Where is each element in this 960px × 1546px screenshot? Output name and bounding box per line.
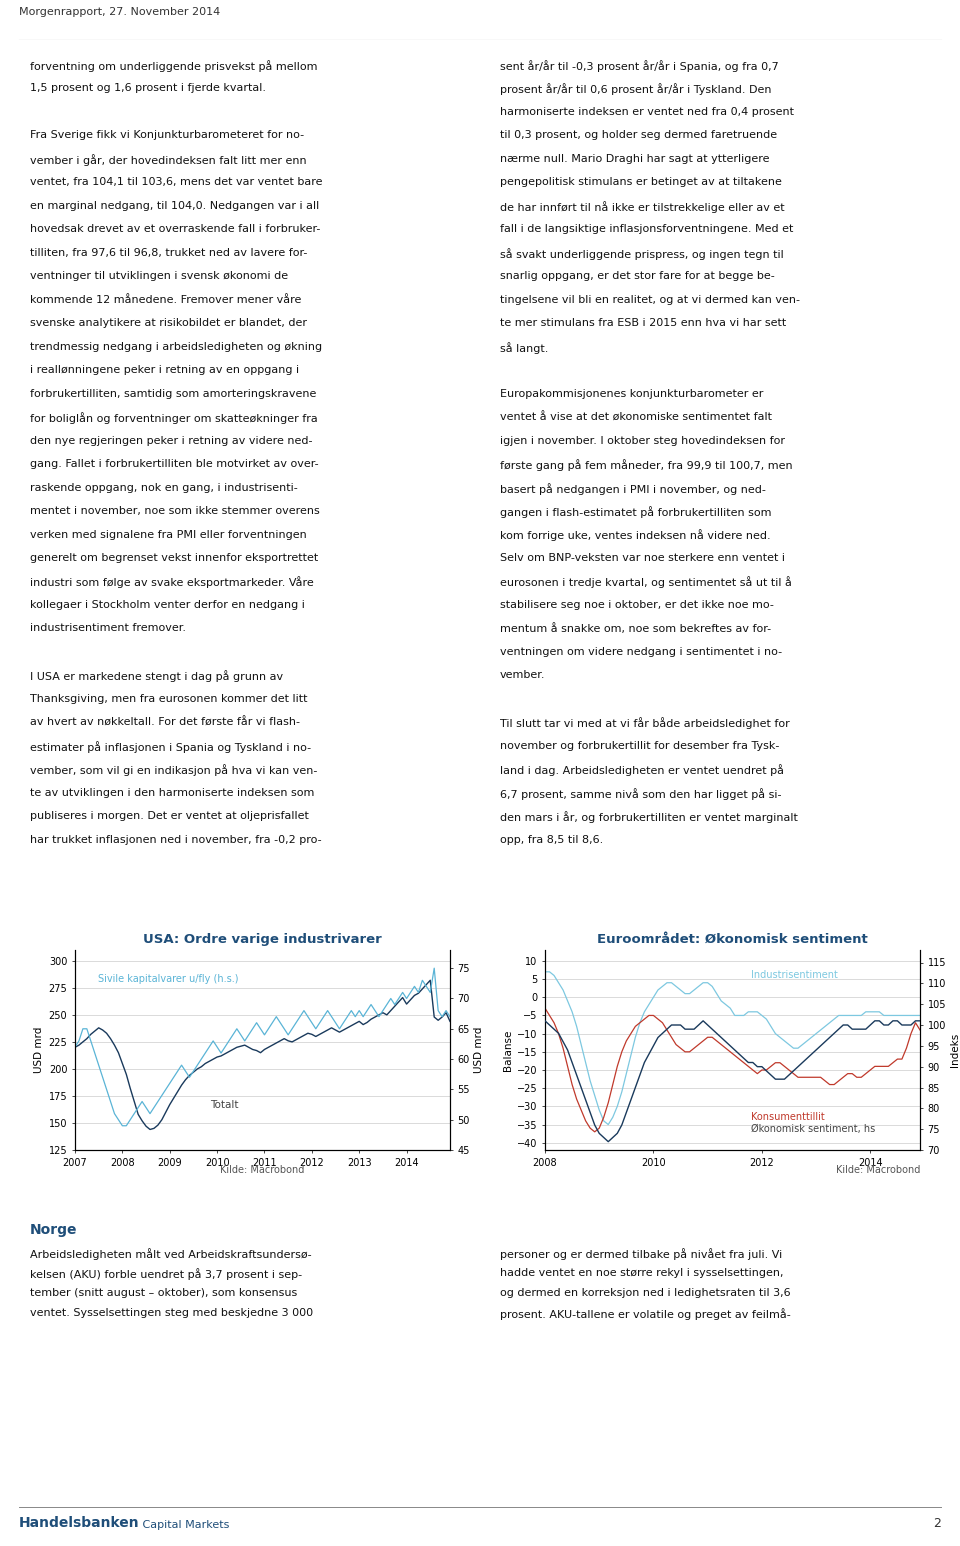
- Text: første gang på fem måneder, fra 99,9 til 100,7, men: første gang på fem måneder, fra 99,9 til…: [500, 459, 793, 472]
- Text: en marginal nedgang, til 104,0. Nedgangen var i all: en marginal nedgang, til 104,0. Nedgange…: [30, 201, 320, 210]
- Text: Arbeidsledigheten målt ved Arbeidskraftsundersø-: Arbeidsledigheten målt ved Arbeidskrafts…: [30, 1248, 312, 1260]
- Text: Kilde: Macrobond: Kilde: Macrobond: [220, 1166, 304, 1175]
- Text: ventet, fra 104,1 til 103,6, mens det var ventet bare: ventet, fra 104,1 til 103,6, mens det va…: [30, 178, 323, 187]
- Text: industrisentiment fremover.: industrisentiment fremover.: [30, 623, 186, 634]
- Text: Fra Sverige fikk vi Konjunkturbarometeret for no-: Fra Sverige fikk vi Konjunkturbarometere…: [30, 130, 304, 141]
- Text: Til slutt tar vi med at vi får både arbeidsledighet for: Til slutt tar vi med at vi får både arbe…: [500, 717, 790, 730]
- Text: ventet å vise at det økonomiske sentimentet falt: ventet å vise at det økonomiske sentimen…: [500, 413, 772, 422]
- Text: for boliglån og forventninger om skatteøkninger fra: for boliglån og forventninger om skatteø…: [30, 413, 318, 424]
- Text: Sivile kapitalvarer u/fly (h.s.): Sivile kapitalvarer u/fly (h.s.): [98, 974, 238, 983]
- Text: Morgenrapport, 27. November 2014: Morgenrapport, 27. November 2014: [19, 8, 221, 17]
- Text: kommende 12 månedene. Fremover mener våre: kommende 12 månedene. Fremover mener vår…: [30, 295, 301, 305]
- Text: tember (snitt august – oktober), som konsensus: tember (snitt august – oktober), som kon…: [30, 1288, 298, 1299]
- Text: opp, fra 8,5 til 8,6.: opp, fra 8,5 til 8,6.: [500, 835, 603, 844]
- Text: 2: 2: [933, 1517, 941, 1531]
- Text: estimater på inflasjonen i Spania og Tyskland i no-: estimater på inflasjonen i Spania og Tys…: [30, 741, 311, 753]
- Text: igjen i november. I oktober steg hovedindeksen for: igjen i november. I oktober steg hovedin…: [500, 436, 785, 445]
- Text: ventet. Sysselsettingen steg med beskjedne 3 000: ventet. Sysselsettingen steg med beskjed…: [30, 1308, 313, 1319]
- Title: Euroområdet: Økonomisk sentiment: Euroområdet: Økonomisk sentiment: [597, 934, 868, 946]
- Text: basert på nedgangen i PMI i november, og ned-: basert på nedgangen i PMI i november, og…: [500, 482, 766, 495]
- Text: kollegaer i Stockholm venter derfor en nedgang i: kollegaer i Stockholm venter derfor en n…: [30, 600, 305, 611]
- Text: prosent. AKU-tallene er volatile og preget av feilmå-: prosent. AKU-tallene er volatile og preg…: [500, 1308, 791, 1320]
- Text: kelsen (AKU) forble uendret på 3,7 prosent i sep-: kelsen (AKU) forble uendret på 3,7 prose…: [30, 1268, 302, 1280]
- Text: Thanksgiving, men fra eurosonen kommer det litt: Thanksgiving, men fra eurosonen kommer d…: [30, 694, 307, 703]
- Y-axis label: USD mrd: USD mrd: [474, 1027, 484, 1073]
- Text: forbrukertilliten, samtidig som amorteringskravene: forbrukertilliten, samtidig som amorteri…: [30, 388, 317, 399]
- Text: ventningen om videre nedgang i sentimentet i no-: ventningen om videre nedgang i sentiment…: [500, 646, 782, 657]
- Text: Capital Markets: Capital Markets: [139, 1520, 229, 1531]
- Text: så svakt underliggende prispress, og ingen tegn til: så svakt underliggende prispress, og ing…: [500, 247, 783, 260]
- Text: den mars i år, og forbrukertilliten er ventet marginalt: den mars i år, og forbrukertilliten er v…: [500, 812, 798, 822]
- Text: stabilisere seg noe i oktober, er det ikke noe mo-: stabilisere seg noe i oktober, er det ik…: [500, 600, 774, 611]
- Text: mentet i november, noe som ikke stemmer overens: mentet i november, noe som ikke stemmer …: [30, 506, 320, 516]
- Text: I USA er markedene stengt i dag på grunn av: I USA er markedene stengt i dag på grunn…: [30, 671, 283, 682]
- Text: vember.: vember.: [500, 671, 545, 680]
- Text: Handelsbanken: Handelsbanken: [19, 1517, 140, 1531]
- Text: av hvert av nøkkeltall. For det første får vi flash-: av hvert av nøkkeltall. For det første f…: [30, 717, 300, 728]
- Text: 1,5 prosent og 1,6 prosent i fjerde kvartal.: 1,5 prosent og 1,6 prosent i fjerde kvar…: [30, 83, 266, 93]
- Text: den nye regjeringen peker i retning av videre ned-: den nye regjeringen peker i retning av v…: [30, 436, 313, 445]
- Text: forventning om underliggende prisvekst på mellom: forventning om underliggende prisvekst p…: [30, 60, 318, 73]
- Text: generelt om begrenset vekst innenfor eksportrettet: generelt om begrenset vekst innenfor eks…: [30, 553, 319, 563]
- Text: kom forrige uke, ventes indeksen nå videre ned.: kom forrige uke, ventes indeksen nå vide…: [500, 530, 771, 541]
- Text: eurosonen i tredje kvartal, og sentimentet så ut til å: eurosonen i tredje kvartal, og sentiment…: [500, 577, 792, 589]
- Text: så langt.: så langt.: [500, 342, 548, 354]
- Text: og dermed en korreksjon ned i ledighetsraten til 3,6: og dermed en korreksjon ned i ledighetsr…: [500, 1288, 791, 1299]
- Text: gang. Fallet i forbrukertilliten ble motvirket av over-: gang. Fallet i forbrukertilliten ble mot…: [30, 459, 319, 468]
- Text: de har innført til nå ikke er tilstrekkelige eller av et: de har innført til nå ikke er tilstrekke…: [500, 201, 784, 213]
- Text: personer og er dermed tilbake på nivået fra juli. Vi: personer og er dermed tilbake på nivået …: [500, 1248, 782, 1260]
- Text: tingelsene vil bli en realitet, og at vi dermed kan ven-: tingelsene vil bli en realitet, og at vi…: [500, 295, 800, 305]
- Text: hadde ventet en noe større rekyl i sysselsettingen,: hadde ventet en noe større rekyl i sysse…: [500, 1268, 783, 1279]
- Text: tilliten, fra 97,6 til 96,8, trukket ned av lavere for-: tilliten, fra 97,6 til 96,8, trukket ned…: [30, 247, 307, 258]
- Text: Industrisentiment: Industrisentiment: [752, 969, 838, 980]
- Text: mentum å snakke om, noe som bekreftes av for-: mentum å snakke om, noe som bekreftes av…: [500, 623, 771, 634]
- Text: Norge: Norge: [30, 1223, 78, 1237]
- Text: verken med signalene fra PMI eller forventningen: verken med signalene fra PMI eller forve…: [30, 530, 307, 540]
- Text: te av utviklingen i den harmoniserte indeksen som: te av utviklingen i den harmoniserte ind…: [30, 788, 314, 798]
- Text: 6,7 prosent, samme nivå som den har ligget på si-: 6,7 prosent, samme nivå som den har ligg…: [500, 788, 781, 799]
- Text: nærme null. Mario Draghi har sagt at ytterligere: nærme null. Mario Draghi har sagt at ytt…: [500, 155, 770, 164]
- Text: vember i går, der hovedindeksen falt litt mer enn: vember i går, der hovedindeksen falt lit…: [30, 155, 306, 165]
- Text: gangen i flash-estimatet på forbrukertilliten som: gangen i flash-estimatet på forbrukertil…: [500, 506, 772, 518]
- Text: fall i de langsiktige inflasjonsforventningene. Med et: fall i de langsiktige inflasjonsforventn…: [500, 224, 793, 235]
- Text: Kilde: Macrobond: Kilde: Macrobond: [835, 1166, 920, 1175]
- Text: te mer stimulans fra ESB i 2015 enn hva vi har sett: te mer stimulans fra ESB i 2015 enn hva …: [500, 318, 786, 328]
- Text: Økonomisk sentiment, hs: Økonomisk sentiment, hs: [752, 1124, 876, 1135]
- Text: Konsumenttillit: Konsumenttillit: [752, 1112, 825, 1122]
- Text: november og forbrukertillit for desember fra Tysk-: november og forbrukertillit for desember…: [500, 741, 780, 751]
- Text: til 0,3 prosent, og holder seg dermed faretruende: til 0,3 prosent, og holder seg dermed fa…: [500, 130, 778, 141]
- Text: svenske analytikere at risikobildet er blandet, der: svenske analytikere at risikobildet er b…: [30, 318, 307, 328]
- Y-axis label: Indeks: Indeks: [950, 1033, 960, 1067]
- Text: land i dag. Arbeidsledigheten er ventet uendret på: land i dag. Arbeidsledigheten er ventet …: [500, 764, 784, 776]
- Text: pengepolitisk stimulans er betinget av at tiltakene: pengepolitisk stimulans er betinget av a…: [500, 178, 781, 187]
- Title: USA: Ordre varige industrivarer: USA: Ordre varige industrivarer: [143, 934, 382, 946]
- Text: snarlig oppgang, er det stor fare for at begge be-: snarlig oppgang, er det stor fare for at…: [500, 271, 775, 281]
- Text: industri som følge av svake eksportmarkeder. Våre: industri som følge av svake eksportmarke…: [30, 577, 314, 589]
- Text: harmoniserte indeksen er ventet ned fra 0,4 prosent: harmoniserte indeksen er ventet ned fra …: [500, 107, 794, 117]
- Text: Totalt: Totalt: [210, 1101, 238, 1110]
- Text: ventninger til utviklingen i svensk økonomi de: ventninger til utviklingen i svensk økon…: [30, 271, 288, 281]
- Text: publiseres i morgen. Det er ventet at oljeprisfallet: publiseres i morgen. Det er ventet at ol…: [30, 812, 309, 821]
- Text: har trukket inflasjonen ned i november, fra -0,2 pro-: har trukket inflasjonen ned i november, …: [30, 835, 322, 844]
- Text: Europakommisjonenes konjunkturbarometer er: Europakommisjonenes konjunkturbarometer …: [500, 388, 763, 399]
- Text: Selv om BNP-veksten var noe sterkere enn ventet i: Selv om BNP-veksten var noe sterkere enn…: [500, 553, 785, 563]
- Text: raskende oppgang, nok en gang, i industrisenti-: raskende oppgang, nok en gang, i industr…: [30, 482, 298, 493]
- Y-axis label: Balanse: Balanse: [503, 1030, 513, 1071]
- Text: hovedsak drevet av et overraskende fall i forbruker-: hovedsak drevet av et overraskende fall …: [30, 224, 321, 235]
- Text: i reallønningene peker i retning av en oppgang i: i reallønningene peker i retning av en o…: [30, 365, 300, 376]
- Text: trendmessig nedgang i arbeidsledigheten og økning: trendmessig nedgang i arbeidsledigheten …: [30, 342, 323, 352]
- Text: vember, som vil gi en indikasjon på hva vi kan ven-: vember, som vil gi en indikasjon på hva …: [30, 764, 318, 776]
- Y-axis label: USD mrd: USD mrd: [35, 1027, 44, 1073]
- Text: sent år/år til -0,3 prosent år/år i Spania, og fra 0,7: sent år/år til -0,3 prosent år/år i Span…: [500, 60, 779, 73]
- Text: prosent år/år til 0,6 prosent år/år i Tyskland. Den: prosent år/år til 0,6 prosent år/år i Ty…: [500, 83, 772, 96]
